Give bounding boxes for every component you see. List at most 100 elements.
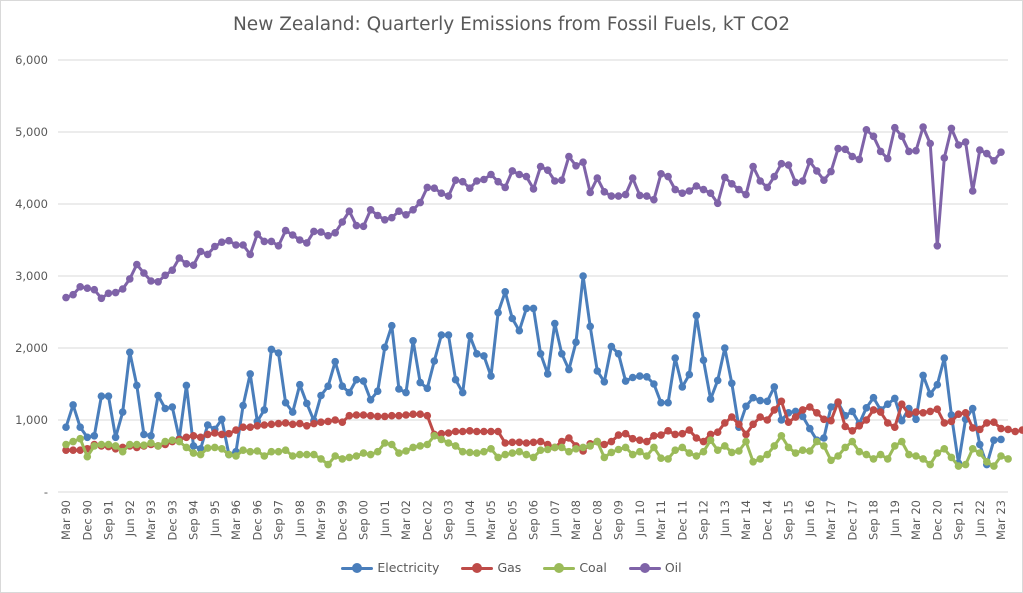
data-point — [558, 350, 566, 358]
data-point — [784, 443, 793, 452]
data-point — [579, 443, 587, 452]
data-point — [324, 231, 332, 240]
data-point — [246, 370, 254, 378]
data-point — [827, 167, 835, 176]
data-point — [126, 440, 134, 449]
data-point — [466, 184, 474, 192]
data-point — [678, 383, 687, 391]
data-point — [883, 419, 892, 427]
data-point — [458, 427, 467, 436]
data-point — [288, 231, 297, 239]
data-point — [749, 420, 757, 429]
data-point — [699, 447, 708, 456]
data-point — [388, 411, 396, 420]
legend-label: Coal — [579, 560, 607, 575]
data-point — [352, 411, 361, 419]
data-point — [862, 126, 871, 134]
data-point — [643, 192, 651, 200]
x-tick-label: Mar 14 — [739, 500, 753, 540]
data-point — [90, 432, 99, 440]
x-tick-label: Mar 93 — [144, 500, 158, 540]
data-point — [543, 166, 552, 174]
data-point — [303, 422, 311, 430]
data-point — [798, 177, 807, 185]
data-point — [756, 396, 764, 405]
x-tick-label: Sep 00 — [357, 500, 371, 540]
data-point — [480, 427, 488, 436]
data-point — [650, 432, 658, 440]
data-point — [699, 437, 708, 446]
data-point — [494, 177, 502, 186]
data-point — [111, 433, 120, 442]
data-point — [728, 448, 736, 457]
data-point — [508, 438, 517, 447]
data-point — [692, 182, 701, 190]
data-point — [841, 145, 849, 154]
x-tick-label: Jun 10 — [633, 500, 647, 537]
data-point — [104, 440, 113, 449]
data-point — [288, 420, 297, 429]
data-point — [968, 187, 977, 195]
data-point — [529, 304, 538, 313]
data-point — [508, 167, 517, 175]
data-point — [331, 357, 340, 366]
data-point — [260, 237, 269, 246]
data-point — [898, 400, 906, 409]
data-point — [416, 378, 425, 387]
x-tick-label: Jun 16 — [803, 500, 817, 537]
data-point — [551, 319, 559, 328]
data-point — [515, 170, 524, 179]
data-point — [69, 446, 77, 455]
data-point — [437, 331, 446, 339]
data-point — [161, 271, 169, 280]
data-point — [777, 397, 786, 406]
data-point — [1004, 455, 1012, 463]
data-point — [713, 199, 722, 208]
legend-item-oil: Oil — [628, 560, 682, 575]
data-point — [423, 384, 432, 393]
data-point — [260, 452, 269, 460]
x-tick-label: Dec 02 — [420, 500, 434, 541]
data-point — [487, 427, 495, 436]
data-point — [1004, 425, 1012, 434]
series-oil — [62, 123, 1005, 303]
data-point — [657, 398, 665, 407]
data-point — [536, 162, 545, 171]
data-point — [487, 170, 495, 179]
y-tick-label: 5,000 — [15, 125, 48, 139]
data-point — [777, 432, 786, 440]
data-point — [926, 390, 934, 398]
data-point — [657, 170, 665, 178]
data-point — [678, 189, 687, 197]
data-point — [565, 447, 573, 456]
data-point — [990, 418, 998, 427]
chart-title: New Zealand: Quarterly Emissions from Fo… — [232, 14, 791, 35]
data-point — [267, 447, 276, 456]
data-point — [954, 410, 963, 419]
x-tick-label: Sep 06 — [527, 500, 541, 540]
data-point — [593, 367, 602, 375]
data-point — [636, 191, 644, 200]
data-point — [883, 400, 892, 409]
data-point — [763, 450, 772, 459]
data-point — [338, 418, 347, 427]
data-point — [352, 221, 361, 230]
data-point — [430, 184, 439, 192]
data-point — [721, 442, 729, 450]
data-point — [189, 432, 198, 440]
data-point — [76, 446, 84, 455]
data-point — [296, 236, 304, 244]
data-point — [366, 411, 375, 420]
data-point — [933, 405, 942, 414]
data-point — [827, 403, 835, 411]
data-point — [905, 450, 913, 459]
data-point — [607, 437, 616, 446]
data-point — [898, 416, 906, 425]
data-point — [416, 442, 425, 450]
data-point — [968, 424, 977, 432]
data-point — [876, 408, 885, 416]
data-point — [763, 397, 772, 406]
data-point — [848, 437, 857, 446]
data-point — [118, 408, 127, 416]
